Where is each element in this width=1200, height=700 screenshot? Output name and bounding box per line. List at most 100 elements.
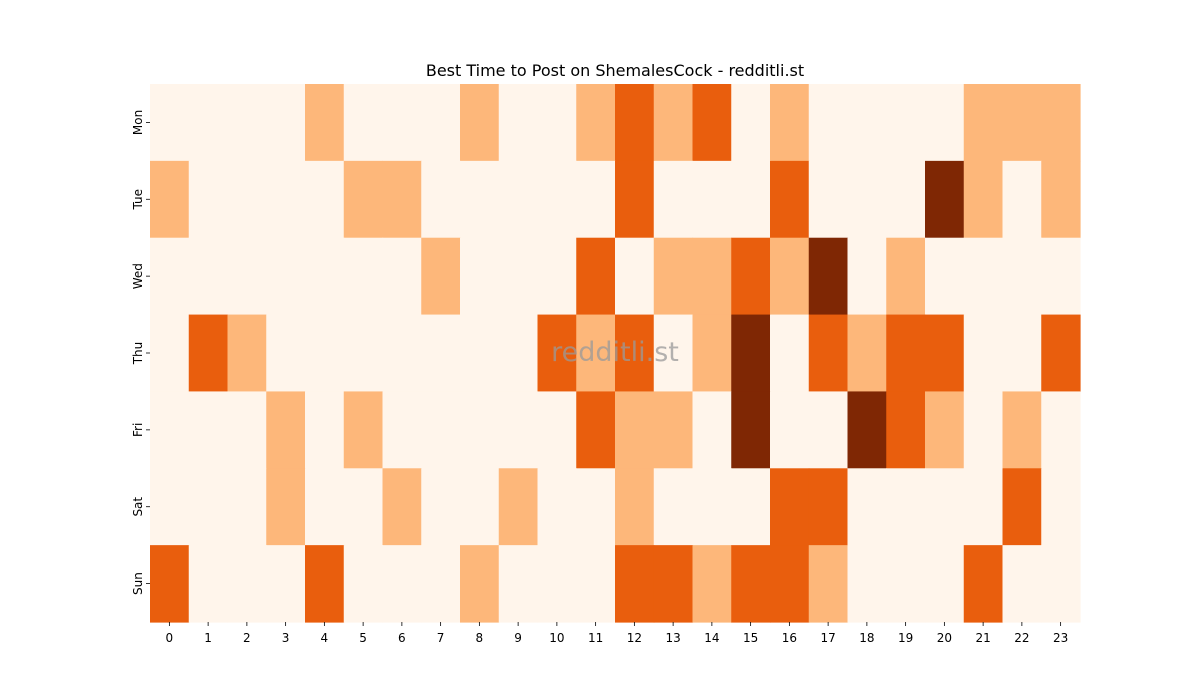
heatmap-cell-tue-5	[343, 160, 384, 239]
heatmap-cell-thu-10	[537, 314, 577, 393]
x-tick-label: 3	[282, 631, 290, 645]
heatmap-cell-thu-5	[343, 314, 384, 393]
y-tick-label: Tue	[131, 189, 145, 211]
heatmap-cell-sun-22	[1002, 545, 1042, 623]
heatmap-cell-fri-12	[615, 391, 655, 469]
heatmap-cell-tue-9	[498, 160, 539, 239]
heatmap-cell-wed-10	[537, 237, 577, 316]
heatmap-cell-thu-7	[421, 314, 461, 393]
heatmap-cell-sun-21	[963, 545, 1004, 623]
heatmap-cell-sun-4	[305, 545, 345, 623]
x-tick-label: 16	[782, 631, 797, 645]
heatmap-cell-tue-4	[305, 160, 345, 239]
heatmap-cell-fri-16	[770, 391, 810, 469]
heatmap-cell-tue-20	[925, 160, 965, 239]
watermark-text: redditli.st	[551, 337, 679, 368]
heatmap-cell-sun-15	[731, 545, 771, 623]
heatmap-cell-fri-18	[847, 391, 887, 469]
x-tick-label: 4	[321, 631, 329, 645]
heatmap-cell-fri-23	[1041, 391, 1081, 469]
heatmap-cell-fri-11	[576, 391, 616, 469]
heatmap-cell-mon-7	[421, 84, 461, 162]
heatmap-cell-tue-18	[847, 160, 887, 239]
heatmap-cell-wed-13	[653, 237, 694, 316]
heatmap-cell-sat-3	[266, 468, 306, 546]
heatmap-cell-wed-7	[421, 237, 461, 316]
heatmap-cell-thu-21	[963, 314, 1004, 393]
heatmap-cell-wed-9	[498, 237, 539, 316]
heatmap-cell-sat-4	[305, 468, 345, 546]
heatmap-cell-sun-7	[421, 545, 461, 623]
heatmap-cell-sat-6	[382, 468, 422, 546]
x-tick-label: 15	[743, 631, 758, 645]
heatmap-cell-mon-12	[615, 84, 655, 162]
y-tick-label: Wed	[131, 263, 145, 289]
heatmap-cell-mon-23	[1041, 84, 1081, 162]
heatmap-cell-thu-8	[460, 314, 500, 393]
y-axis: Mon Tue Wed Thu Fri Sat Sun	[131, 110, 150, 595]
heatmap-cell-sat-11	[576, 468, 616, 546]
heatmap-cell-sun-18	[847, 545, 887, 623]
heatmap-cell-sat-13	[653, 468, 694, 546]
heatmap-cell-thu-23	[1041, 314, 1081, 393]
x-tick-label: 19	[898, 631, 913, 645]
heatmap-cell-fri-22	[1002, 391, 1042, 469]
heatmap-cell-wed-21	[963, 237, 1004, 316]
heatmap-cell-sat-8	[460, 468, 500, 546]
heatmap-cell-sun-0	[150, 545, 190, 623]
heatmap-cell-mon-5	[343, 84, 384, 162]
heatmap-cell-mon-18	[847, 84, 887, 162]
heatmap-cell-mon-22	[1002, 84, 1042, 162]
heatmap-cell-mon-0	[150, 84, 190, 162]
heatmap-cell-wed-23	[1041, 237, 1081, 316]
heatmap-cell-sun-8	[460, 545, 500, 623]
heatmap-cell-fri-1	[188, 391, 229, 469]
heatmap-cell-wed-16	[770, 237, 810, 316]
heatmap-cell-sun-1	[188, 545, 229, 623]
heatmap-cell-tue-19	[886, 160, 926, 239]
heatmap-cell-sun-12	[615, 545, 655, 623]
heatmap-cell-thu-17	[808, 314, 849, 393]
x-tick-label: 17	[820, 631, 835, 645]
heatmap-cell-tue-21	[963, 160, 1004, 239]
heatmap-cell-fri-20	[925, 391, 965, 469]
heatmap-cell-fri-3	[266, 391, 306, 469]
heatmap-cell-wed-12	[615, 237, 655, 316]
heatmap-cell-wed-3	[266, 237, 306, 316]
heatmap-cell-thu-2	[227, 314, 267, 393]
chart-title: Best Time to Post on ShemalesCock - redd…	[426, 61, 804, 80]
heatmap-cell-tue-6	[382, 160, 422, 239]
heatmap-cell-mon-11	[576, 84, 616, 162]
x-tick-label: 1	[204, 631, 212, 645]
heatmap-cell-fri-9	[498, 391, 539, 469]
heatmap-cell-tue-22	[1002, 160, 1042, 239]
x-axis: 0 1 2 3 4 5 6 7 8 9 10 11 12 13 14 15 16 17 18 19 20 21 22 23	[166, 622, 1068, 645]
heatmap-cell-fri-17	[808, 391, 849, 469]
heatmap-cell-fri-0	[150, 391, 190, 469]
heatmap-cell-tue-10	[537, 160, 577, 239]
x-tick-label: 0	[166, 631, 174, 645]
heatmap-cell-tue-23	[1041, 160, 1081, 239]
heatmap-cell-wed-17	[808, 237, 849, 316]
x-tick-label: 22	[1014, 631, 1029, 645]
x-tick-label: 7	[437, 631, 445, 645]
heatmap-cell-mon-9	[498, 84, 539, 162]
heatmap-cell-mon-13	[653, 84, 694, 162]
heatmap-cell-wed-1	[188, 237, 229, 316]
heatmap-cell-thu-3	[266, 314, 306, 393]
heatmap-cell-tue-3	[266, 160, 306, 239]
heatmap-cell-tue-12	[615, 160, 655, 239]
heatmap-cell-sun-3	[266, 545, 306, 623]
heatmap-cell-tue-14	[692, 160, 732, 239]
heatmap-cell-thu-0	[150, 314, 190, 393]
heatmap-cell-sun-20	[925, 545, 965, 623]
x-tick-label: 6	[398, 631, 406, 645]
heatmap-cell-tue-7	[421, 160, 461, 239]
heatmap-cell-thu-12	[615, 314, 655, 393]
heatmap-cell-sun-23	[1041, 545, 1081, 623]
heatmap-cell-sat-21	[963, 468, 1004, 546]
heatmap-cell-thu-13	[653, 314, 694, 393]
y-tick-label: Sat	[131, 497, 145, 517]
heatmap-cell-sat-12	[615, 468, 655, 546]
heatmap-cell-thu-4	[305, 314, 345, 393]
